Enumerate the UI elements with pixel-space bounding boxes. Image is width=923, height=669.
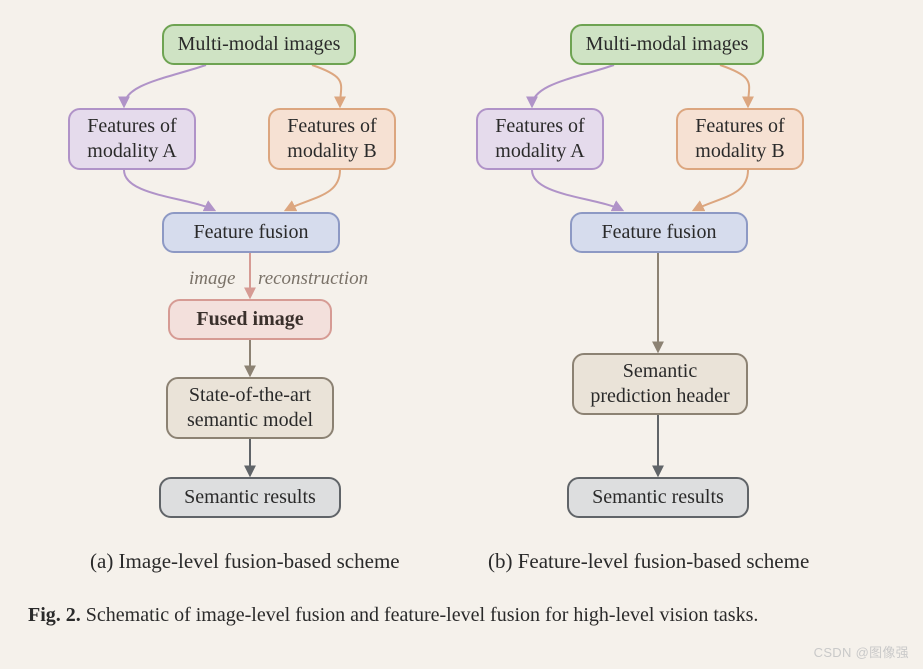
node-label: Features ofmodality B	[287, 114, 376, 164]
node-label: Multi-modal images	[178, 32, 341, 57]
node-label: Feature fusion	[602, 220, 717, 245]
node-a-fused: Fused image	[168, 299, 332, 340]
figure-caption-prefix: Fig. 2.	[28, 604, 81, 626]
node-label: State-of-the-artsemantic model	[187, 383, 313, 433]
watermark: CSDN @图像强	[814, 642, 909, 661]
node-label: Fused image	[196, 307, 303, 332]
figure-caption: Fig. 2. Schematic of image-level fusion …	[28, 600, 895, 631]
node-a-results: Semantic results	[159, 477, 341, 518]
node-b-results: Semantic results	[567, 477, 749, 518]
panel-b-caption: (b) Feature-level fusion-based scheme	[488, 549, 809, 574]
edge-label-image: image	[189, 268, 235, 290]
node-label: Features ofmodality A	[495, 114, 584, 164]
figure-caption-text: Schematic of image-level fusion and feat…	[81, 604, 759, 626]
node-b-input: Multi-modal images	[570, 24, 764, 65]
node-label: Feature fusion	[194, 220, 309, 245]
node-label: Features ofmodality A	[87, 114, 176, 164]
node-label: Semantic results	[592, 485, 724, 510]
node-label: Semanticprediction header	[590, 359, 729, 409]
node-b-featB: Features ofmodality B	[676, 108, 804, 170]
panel-a-caption: (a) Image-level fusion-based scheme	[90, 549, 400, 574]
node-a-fusion: Feature fusion	[162, 212, 340, 253]
node-label: Multi-modal images	[586, 32, 749, 57]
node-a-featA: Features ofmodality A	[68, 108, 196, 170]
node-a-input: Multi-modal images	[162, 24, 356, 65]
node-a-featB: Features ofmodality B	[268, 108, 396, 170]
edge-label-reconstruction: reconstruction	[258, 268, 368, 290]
node-b-featA: Features ofmodality A	[476, 108, 604, 170]
node-b-fusion: Feature fusion	[570, 212, 748, 253]
node-b-header: Semanticprediction header	[572, 353, 748, 415]
node-label: Semantic results	[184, 485, 316, 510]
node-a-sota: State-of-the-artsemantic model	[166, 377, 334, 439]
figure-container: Multi-modal images Features ofmodality A…	[0, 0, 923, 669]
node-label: Features ofmodality B	[695, 114, 784, 164]
